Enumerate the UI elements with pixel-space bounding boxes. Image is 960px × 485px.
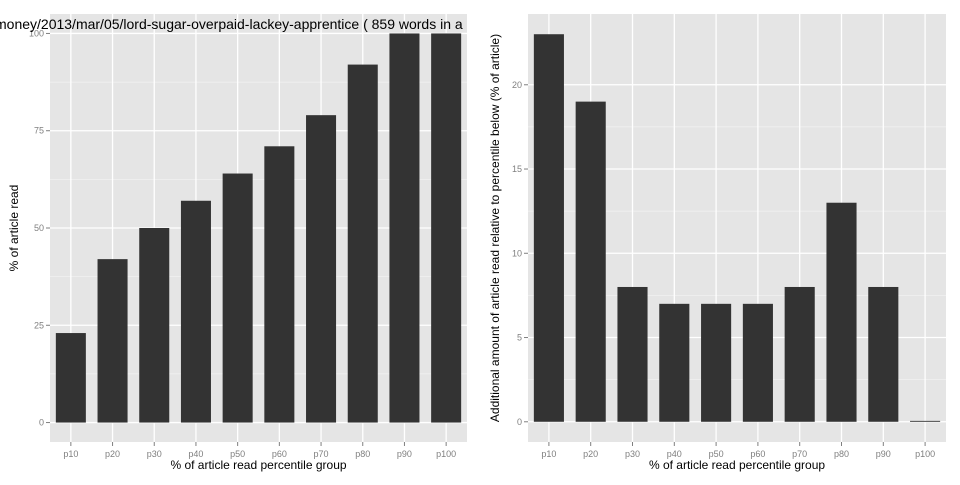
bar-p40 bbox=[659, 303, 690, 422]
bar-p10 bbox=[533, 34, 564, 422]
x-tick-label: p80 bbox=[834, 449, 849, 459]
x-tick-label: p30 bbox=[147, 449, 162, 459]
chart-title: money/2013/mar/05/lord-sugar-overpaid-la… bbox=[0, 16, 463, 32]
bar-p50 bbox=[701, 303, 732, 422]
y-tick-label: 25 bbox=[34, 320, 44, 330]
x-tick-label: p90 bbox=[876, 449, 891, 459]
x-tick-label: p30 bbox=[625, 449, 640, 459]
bar-p60 bbox=[264, 146, 295, 423]
bar-p100 bbox=[910, 420, 941, 422]
y-tick-label: 100 bbox=[29, 28, 44, 38]
bar-p80 bbox=[347, 64, 378, 423]
chart-2: 0 5 10 15 20 p10 p20 p30 p40 p50 p60 p70 p80 p90 p100%… bbox=[488, 14, 946, 472]
bar-p20 bbox=[97, 259, 128, 423]
bar-p90 bbox=[868, 286, 899, 422]
bar-p10 bbox=[55, 333, 86, 423]
y-tick-label: 75 bbox=[34, 126, 44, 136]
y-tick-label: 0 bbox=[39, 418, 44, 428]
x-tick-label: p20 bbox=[105, 449, 120, 459]
x-tick-label: p10 bbox=[541, 449, 556, 459]
x-tick-label: p50 bbox=[709, 449, 724, 459]
bar-p60 bbox=[742, 303, 773, 422]
x-tick-label: p60 bbox=[750, 449, 765, 459]
y-tick-label: 0 bbox=[517, 417, 522, 427]
y-tick-label: 20 bbox=[512, 80, 522, 90]
x-tick-label: p40 bbox=[188, 449, 203, 459]
x-tick-label: p70 bbox=[792, 449, 807, 459]
x-axis-label: % of article read percentile group bbox=[170, 458, 346, 472]
x-tick-label: p100 bbox=[436, 449, 456, 459]
bar-p40 bbox=[180, 200, 211, 423]
y-axis-label: Additional amount of article read relati… bbox=[488, 34, 502, 422]
bar-p100 bbox=[431, 33, 462, 423]
x-tick-label: p50 bbox=[230, 449, 245, 459]
x-tick-label: p60 bbox=[272, 449, 287, 459]
bar-p30 bbox=[617, 286, 648, 422]
x-tick-label: p70 bbox=[314, 449, 329, 459]
bar-p30 bbox=[139, 228, 170, 423]
bar-p90 bbox=[389, 33, 420, 423]
y-tick-label: 5 bbox=[517, 333, 522, 343]
x-tick-label: p10 bbox=[63, 449, 78, 459]
chart-1: 0 25 50 75 100 p10 p20 p30 p40 p50 p60 p70 p80 p90 p10… bbox=[0, 14, 467, 472]
bar-p20 bbox=[575, 101, 606, 422]
x-tick-label: p20 bbox=[583, 449, 598, 459]
x-tick-label: p90 bbox=[397, 449, 412, 459]
x-axis-label: % of article read percentile group bbox=[649, 458, 825, 472]
bar-p80 bbox=[826, 202, 857, 422]
y-tick-label: 50 bbox=[34, 223, 44, 233]
y-tick-label: 10 bbox=[512, 248, 522, 258]
bar-p70 bbox=[784, 286, 815, 422]
bar-p50 bbox=[222, 173, 253, 423]
bar-p70 bbox=[306, 115, 337, 423]
y-axis-label: % of article read bbox=[7, 185, 21, 272]
x-tick-label: p100 bbox=[915, 449, 935, 459]
y-tick-label: 15 bbox=[512, 164, 522, 174]
x-tick-label: p80 bbox=[355, 449, 370, 459]
x-tick-label: p40 bbox=[667, 449, 682, 459]
